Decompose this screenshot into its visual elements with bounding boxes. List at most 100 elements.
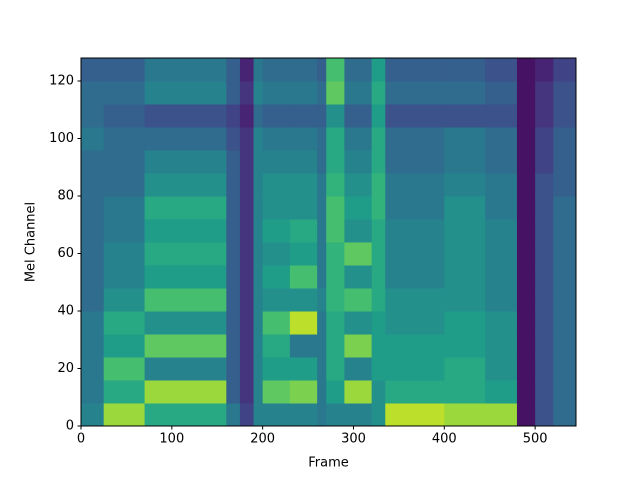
heatmap-cell xyxy=(253,173,264,197)
heatmap-cell xyxy=(371,150,386,174)
x-tick-label: 400 xyxy=(432,432,457,447)
heatmap-cell xyxy=(144,288,227,312)
y-tick-label: 80 xyxy=(57,189,74,204)
heatmap-cell xyxy=(289,334,318,358)
heatmap-cell xyxy=(226,380,241,404)
heatmap-cell xyxy=(553,334,577,358)
heatmap-cell xyxy=(226,242,241,266)
heatmap-cell xyxy=(344,357,373,381)
heatmap-cell xyxy=(385,127,445,151)
heatmap-cell xyxy=(516,219,536,243)
heatmap-cell xyxy=(385,334,445,358)
heatmap-cell xyxy=(326,58,345,82)
heatmap-cell xyxy=(553,173,577,197)
heatmap-cell xyxy=(317,403,327,427)
heatmap-cell xyxy=(317,311,327,335)
heatmap-cell xyxy=(535,127,554,151)
heatmap-cell xyxy=(253,58,264,82)
heatmap-cell xyxy=(253,127,264,151)
heatmap-cell xyxy=(103,150,146,174)
heatmap-cell xyxy=(226,403,241,427)
heatmap-cell xyxy=(535,219,554,243)
heatmap-cell xyxy=(239,219,255,243)
y-tick-label: 120 xyxy=(49,74,74,89)
heatmap-cell xyxy=(344,311,373,335)
heatmap-cell xyxy=(516,127,536,151)
heatmap-cell xyxy=(535,81,554,105)
heatmap-cell xyxy=(226,150,241,174)
heatmap-cell xyxy=(385,196,445,220)
heatmap-cell xyxy=(371,380,386,404)
heatmap-cell xyxy=(253,196,264,220)
heatmap-cell xyxy=(444,127,486,151)
heatmap-cell xyxy=(226,357,241,381)
heatmap-cell xyxy=(226,334,241,358)
heatmap-cell xyxy=(289,173,318,197)
heatmap-cell xyxy=(317,58,327,82)
heatmap-cell xyxy=(485,127,518,151)
heatmap-cell xyxy=(81,150,105,174)
heatmap-cell xyxy=(516,58,536,82)
y-tick-label: 40 xyxy=(57,304,74,319)
heatmap-cell xyxy=(371,311,386,335)
y-tick-label: 0 xyxy=(66,419,74,434)
heatmap-cell xyxy=(553,265,577,289)
heatmap-cell xyxy=(371,58,386,82)
heatmap-cell xyxy=(262,242,291,266)
heatmap-cell xyxy=(239,242,255,266)
heatmap-cell xyxy=(444,380,486,404)
heatmap-cell xyxy=(226,173,241,197)
heatmap-cell xyxy=(326,403,345,427)
heatmap-cell xyxy=(144,127,227,151)
heatmap-cell xyxy=(444,173,486,197)
heatmap-cell xyxy=(289,81,318,105)
heatmap-cell xyxy=(317,334,327,358)
heatmap-cell xyxy=(262,288,291,312)
heatmap-cell xyxy=(81,81,105,105)
heatmap-cell xyxy=(103,81,146,105)
heatmap-cell xyxy=(516,334,536,358)
heatmap-cell xyxy=(144,173,227,197)
heatmap-cell xyxy=(485,265,518,289)
heatmap-cell xyxy=(317,242,327,266)
heatmap-cell xyxy=(253,288,264,312)
heatmap-cell xyxy=(103,242,146,266)
heatmap-cell xyxy=(516,357,536,381)
heatmap-cell xyxy=(385,403,445,427)
heatmap-cell xyxy=(535,265,554,289)
heatmap-cell xyxy=(239,265,255,289)
heatmap-cell xyxy=(553,357,577,381)
heatmap-cell xyxy=(226,58,241,82)
heatmap-cell xyxy=(81,58,105,82)
heatmap-cell xyxy=(103,357,146,381)
x-tick-label: 500 xyxy=(523,432,548,447)
heatmap-cell xyxy=(485,150,518,174)
heatmap-cell xyxy=(371,173,386,197)
heatmap-cell xyxy=(239,173,255,197)
heatmap-cell xyxy=(226,219,241,243)
heatmap-cell xyxy=(317,104,327,128)
heatmap-cell xyxy=(344,127,373,151)
y-axis-label: Mel Channel xyxy=(24,202,39,282)
heatmap-cell xyxy=(317,127,327,151)
heatmap-cell xyxy=(253,104,264,128)
heatmap-cell xyxy=(253,403,264,427)
heatmap-cell xyxy=(103,127,146,151)
heatmap-cell xyxy=(344,380,373,404)
heatmap-cell xyxy=(516,288,536,312)
heatmap-cell xyxy=(385,58,445,82)
x-tick-label: 200 xyxy=(250,432,275,447)
heatmap-cell xyxy=(385,104,445,128)
heatmap-cell xyxy=(144,380,227,404)
heatmap-cell xyxy=(344,104,373,128)
heatmap-cell xyxy=(81,380,105,404)
heatmap-cell xyxy=(535,334,554,358)
heatmap-cell xyxy=(326,81,345,105)
heatmap-cell xyxy=(289,150,318,174)
heatmap-cell xyxy=(326,265,345,289)
heatmap-cell xyxy=(317,196,327,220)
heatmap-cell xyxy=(81,334,105,358)
heatmap-cell xyxy=(103,173,146,197)
